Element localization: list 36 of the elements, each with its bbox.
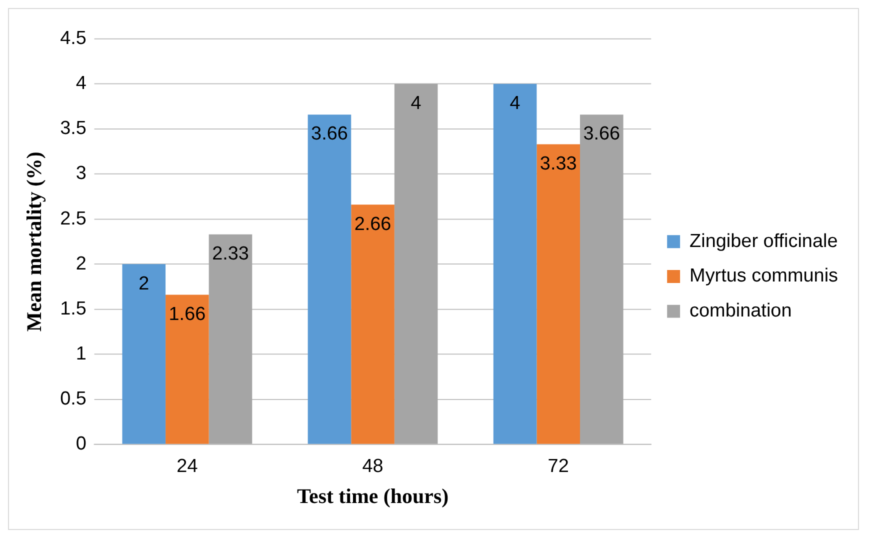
data-label: 3.66 <box>583 124 620 145</box>
y-tick-label: 4.5 <box>60 28 86 50</box>
data-label: 2.66 <box>354 214 392 235</box>
data-label: 1.66 <box>168 304 206 325</box>
y-axis-title: Mean mortality (%) <box>22 152 46 332</box>
data-label: 3.66 <box>311 124 348 145</box>
y-tick-label: 0.5 <box>60 388 86 410</box>
legend-label: Myrtus communis <box>690 266 838 287</box>
legend-label: combination <box>690 300 792 322</box>
data-label: 4 <box>410 93 422 114</box>
bar <box>308 114 352 444</box>
legend-label: Zingiber officinale <box>690 230 838 252</box>
x-tick-label: 24 <box>176 456 198 477</box>
data-label: 2.33 <box>212 244 249 265</box>
bar <box>166 294 209 444</box>
y-tick-label: 2 <box>76 253 86 274</box>
x-axis-title: Test time (hours) <box>296 484 449 508</box>
y-tick-label: 3 <box>76 163 86 184</box>
bar <box>394 84 438 444</box>
y-tick-label: 2.5 <box>60 208 86 230</box>
x-tick-label: 72 <box>548 456 569 477</box>
bar <box>122 264 166 444</box>
bar <box>580 114 624 444</box>
y-tick-label: 1.5 <box>60 298 86 320</box>
bar <box>493 84 537 444</box>
bar <box>351 204 394 444</box>
y-tick-label: 1 <box>76 343 86 364</box>
bar <box>208 234 252 444</box>
y-tick-label: 4 <box>76 73 86 94</box>
data-label: 4 <box>510 93 520 114</box>
data-label: 2 <box>138 273 150 294</box>
bar <box>536 144 580 444</box>
data-label: 3.33 <box>540 153 577 174</box>
y-tick-label: 3.5 <box>60 118 86 140</box>
x-tick-label: 48 <box>362 456 384 477</box>
y-tick-label: 0 <box>76 434 86 455</box>
